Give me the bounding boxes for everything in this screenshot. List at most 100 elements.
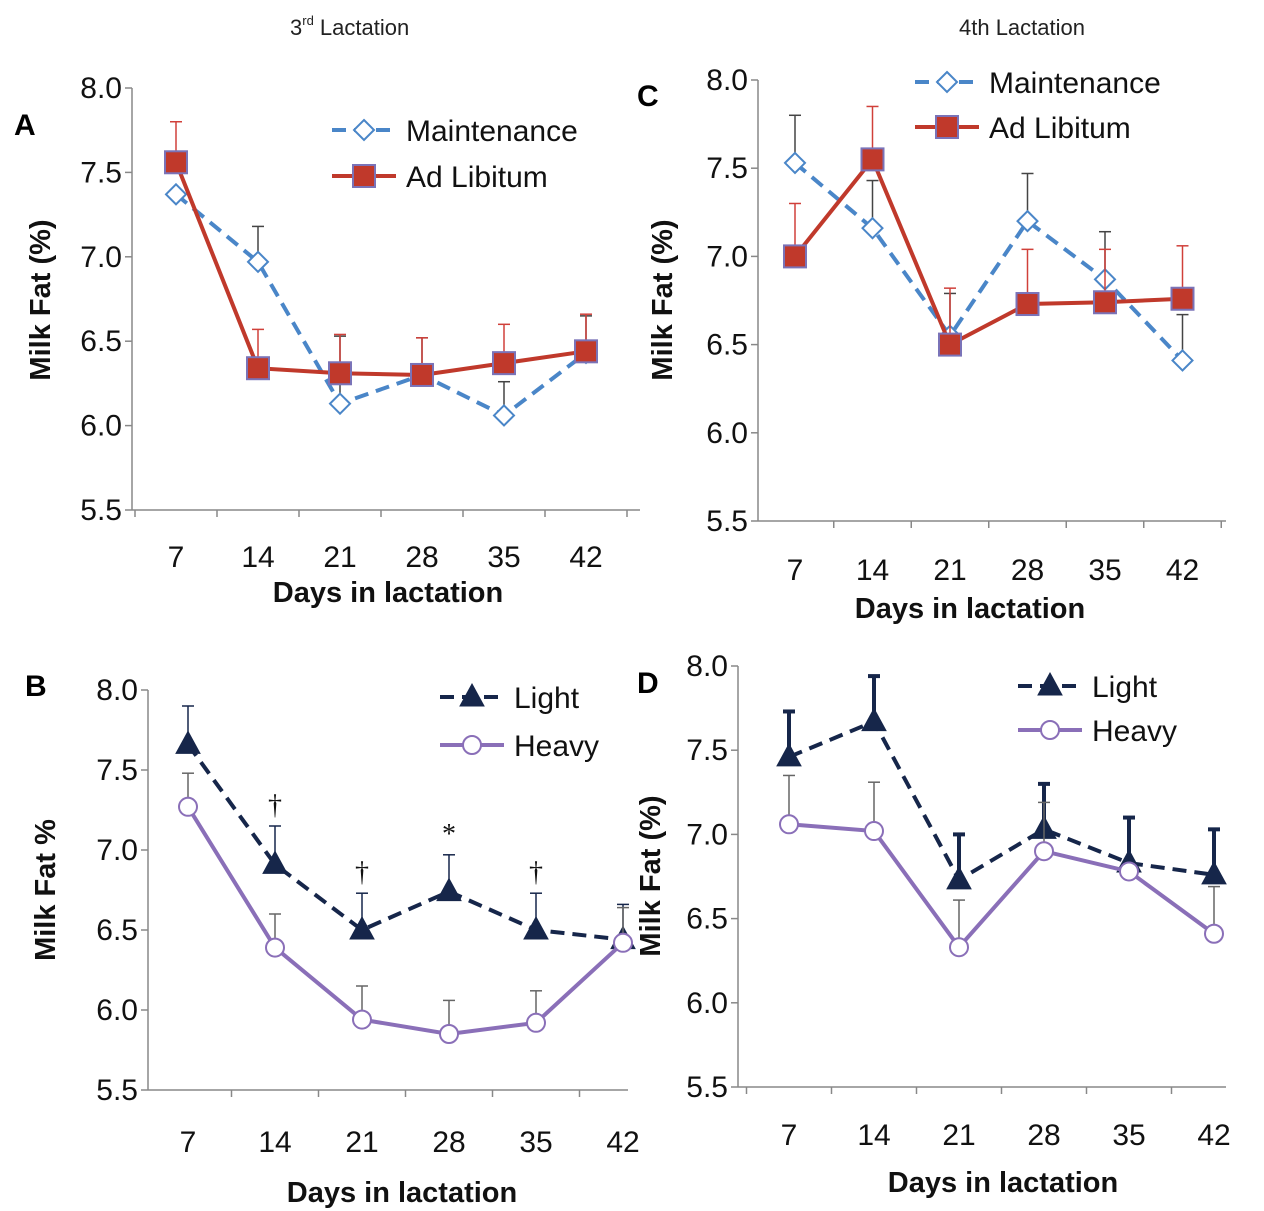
- x-axis-label: Days in lactation: [287, 1177, 517, 1209]
- legend-entry: Ad Libitum: [332, 161, 548, 194]
- y-tick-label: 7.0: [706, 240, 748, 273]
- y-tick-label: 8.0: [706, 64, 748, 97]
- x-tick-label: 35: [519, 1126, 552, 1159]
- legend-label: Ad Libitum: [989, 112, 1131, 145]
- data-point: [1093, 290, 1117, 315]
- x-tick-label: 7: [787, 554, 804, 587]
- x-tick-label: 28: [405, 541, 438, 574]
- x-tick-label: 21: [942, 1119, 975, 1152]
- y-axis-label: Milk Fat %: [30, 819, 62, 961]
- data-point: [265, 937, 285, 958]
- chart-panels: 5.5 6.0 6.5 7.0 7.5 8.0 7 14 21 28 35 42 Days in lac…: [14, 64, 1231, 1209]
- panel-b: 5.5 6.0 6.5 7.0 7.5 8.0 7 14 21 28 35 42 Days in lac…: [25, 670, 640, 1209]
- legend-label: Heavy: [1092, 715, 1177, 748]
- legend-entry: Heavy: [440, 730, 599, 763]
- significance-marker: †: [529, 857, 543, 888]
- panel-letter: B: [25, 670, 47, 703]
- series-ad-libitum: [164, 121, 598, 387]
- data-point: [246, 356, 270, 381]
- data-point: [439, 1024, 459, 1044]
- data-point: [492, 351, 516, 376]
- series-light: [776, 674, 1227, 890]
- data-point: [861, 216, 884, 240]
- data-point: [1016, 209, 1039, 233]
- x-axis-label: Days in lactation: [273, 577, 503, 609]
- data-point: [783, 151, 807, 175]
- series-maintenance: [164, 182, 598, 427]
- panel-letter: C: [637, 80, 659, 113]
- x-tick-label: 42: [1197, 1119, 1230, 1152]
- y-tick-label: 7.0: [80, 241, 122, 274]
- significance-marker: *: [442, 819, 456, 850]
- y-tick-label: 6.0: [706, 417, 748, 450]
- x-axis-label: Days in lactation: [888, 1167, 1118, 1199]
- y-tick-label: 6.5: [686, 903, 728, 936]
- panel-letter: D: [637, 667, 659, 700]
- legend-label: Ad Libitum: [406, 161, 548, 194]
- x-tick-label: 35: [1088, 554, 1121, 587]
- data-point: [949, 937, 969, 958]
- legend-marker: [459, 682, 485, 707]
- series-line: [793, 161, 1184, 362]
- x-tick-label: 7: [168, 541, 185, 574]
- x-tick-label: 21: [933, 554, 966, 587]
- x-tick-label: 35: [487, 541, 520, 574]
- series-line: [174, 161, 587, 377]
- x-tick-label: 42: [569, 541, 602, 574]
- legend-label: Light: [1092, 671, 1158, 704]
- panel-a: 5.5 6.0 6.5 7.0 7.5 8.0 7 14 21 28 35 42 Days in lac…: [14, 72, 640, 609]
- data-point: [1034, 841, 1054, 862]
- legend-label: Light: [514, 682, 580, 715]
- legend-label: Heavy: [514, 730, 599, 763]
- panel-c: 5.5 6.0 6.5 7.0 7.5 8.0 7 14 21 28 35 42 Days in lac…: [637, 64, 1226, 625]
- y-tick-label: 6.0: [96, 994, 138, 1027]
- x-tick-label: 35: [1112, 1119, 1145, 1152]
- legend-label: Maintenance: [406, 115, 578, 148]
- y-tick-label: 8.0: [96, 674, 138, 707]
- x-axis-label: Days in lactation: [855, 593, 1085, 625]
- series-line: [174, 192, 588, 418]
- data-point: [938, 332, 962, 357]
- data-point: [1201, 860, 1227, 885]
- series-line: [793, 155, 1183, 348]
- legend-marker: [1040, 720, 1060, 740]
- y-tick-label: 6.5: [80, 325, 122, 358]
- y-axis-label: Milk Fat (%): [635, 795, 667, 956]
- y-tick-label: 8.0: [80, 72, 122, 105]
- y-tick-label: 5.5: [706, 505, 748, 538]
- legend-entry: Maintenance: [915, 67, 1161, 100]
- data-point: [262, 850, 288, 874]
- y-tick-label: 6.5: [96, 914, 138, 947]
- x-tick-label: 7: [781, 1119, 798, 1152]
- data-point: [946, 865, 972, 890]
- significance-marker: †: [268, 790, 282, 821]
- x-tick-label: 42: [1166, 554, 1199, 587]
- column-title-right: 4th Lactation: [959, 15, 1085, 40]
- data-point: [776, 742, 802, 767]
- y-axis-label: Milk Fat (%): [647, 219, 679, 380]
- legend-entry: Maintenance: [332, 115, 578, 148]
- panel-letter: A: [14, 109, 36, 142]
- x-tick-label: 28: [1011, 554, 1044, 587]
- y-tick-label: 7.0: [96, 834, 138, 867]
- data-point: [779, 814, 799, 835]
- x-tick-label: 7: [180, 1126, 197, 1159]
- data-point: [864, 821, 884, 842]
- y-tick-label: 5.5: [80, 494, 122, 527]
- significance-marker: †: [355, 857, 369, 888]
- column-title-left: 3rd Lactation: [290, 13, 409, 40]
- data-point: [1119, 861, 1139, 882]
- x-tick-label: 14: [258, 1126, 291, 1159]
- y-tick-label: 7.0: [686, 818, 728, 851]
- legend-marker: [935, 70, 959, 94]
- legend-marker: [352, 118, 376, 142]
- data-point: [526, 1012, 546, 1033]
- data-point: [328, 392, 352, 416]
- x-tick-label: 14: [857, 1119, 890, 1152]
- data-point: [164, 182, 188, 206]
- y-tick-label: 6.0: [80, 410, 122, 443]
- data-point: [175, 730, 201, 754]
- data-point: [328, 361, 352, 386]
- data-point: [1171, 349, 1194, 372]
